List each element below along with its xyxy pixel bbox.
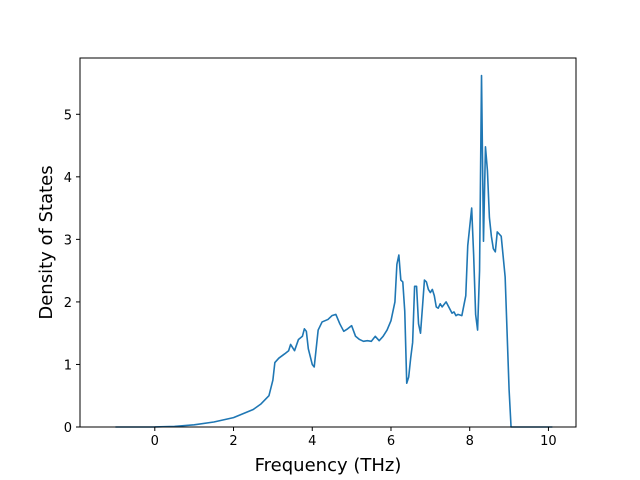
- y-tick-label: 2: [64, 296, 72, 311]
- y-tick-label: 0: [64, 421, 72, 436]
- x-tick-label: 4: [308, 434, 316, 449]
- y-tick-label: 3: [64, 233, 72, 248]
- y-tick-label: 4: [64, 171, 72, 186]
- x-tick-label: 2: [229, 434, 237, 449]
- x-tick-label: 0: [151, 434, 159, 449]
- y-tick-label: 1: [64, 358, 72, 373]
- x-axis-label: Frequency (THz): [255, 455, 402, 476]
- x-axis-ticks: 0 2 4 6 8 10: [151, 427, 557, 449]
- x-tick-label: 10: [540, 434, 557, 449]
- dos-series-line: [115, 74, 553, 428]
- x-tick-label: 8: [466, 434, 474, 449]
- y-axis-ticks: 0 1 2 3 4 5: [64, 108, 80, 436]
- y-tick-label: 5: [64, 108, 72, 123]
- y-axis-label: Density of States: [36, 165, 57, 319]
- plot-area: [115, 74, 553, 428]
- x-tick-label: 6: [387, 434, 395, 449]
- axes-frame: [79, 57, 577, 428]
